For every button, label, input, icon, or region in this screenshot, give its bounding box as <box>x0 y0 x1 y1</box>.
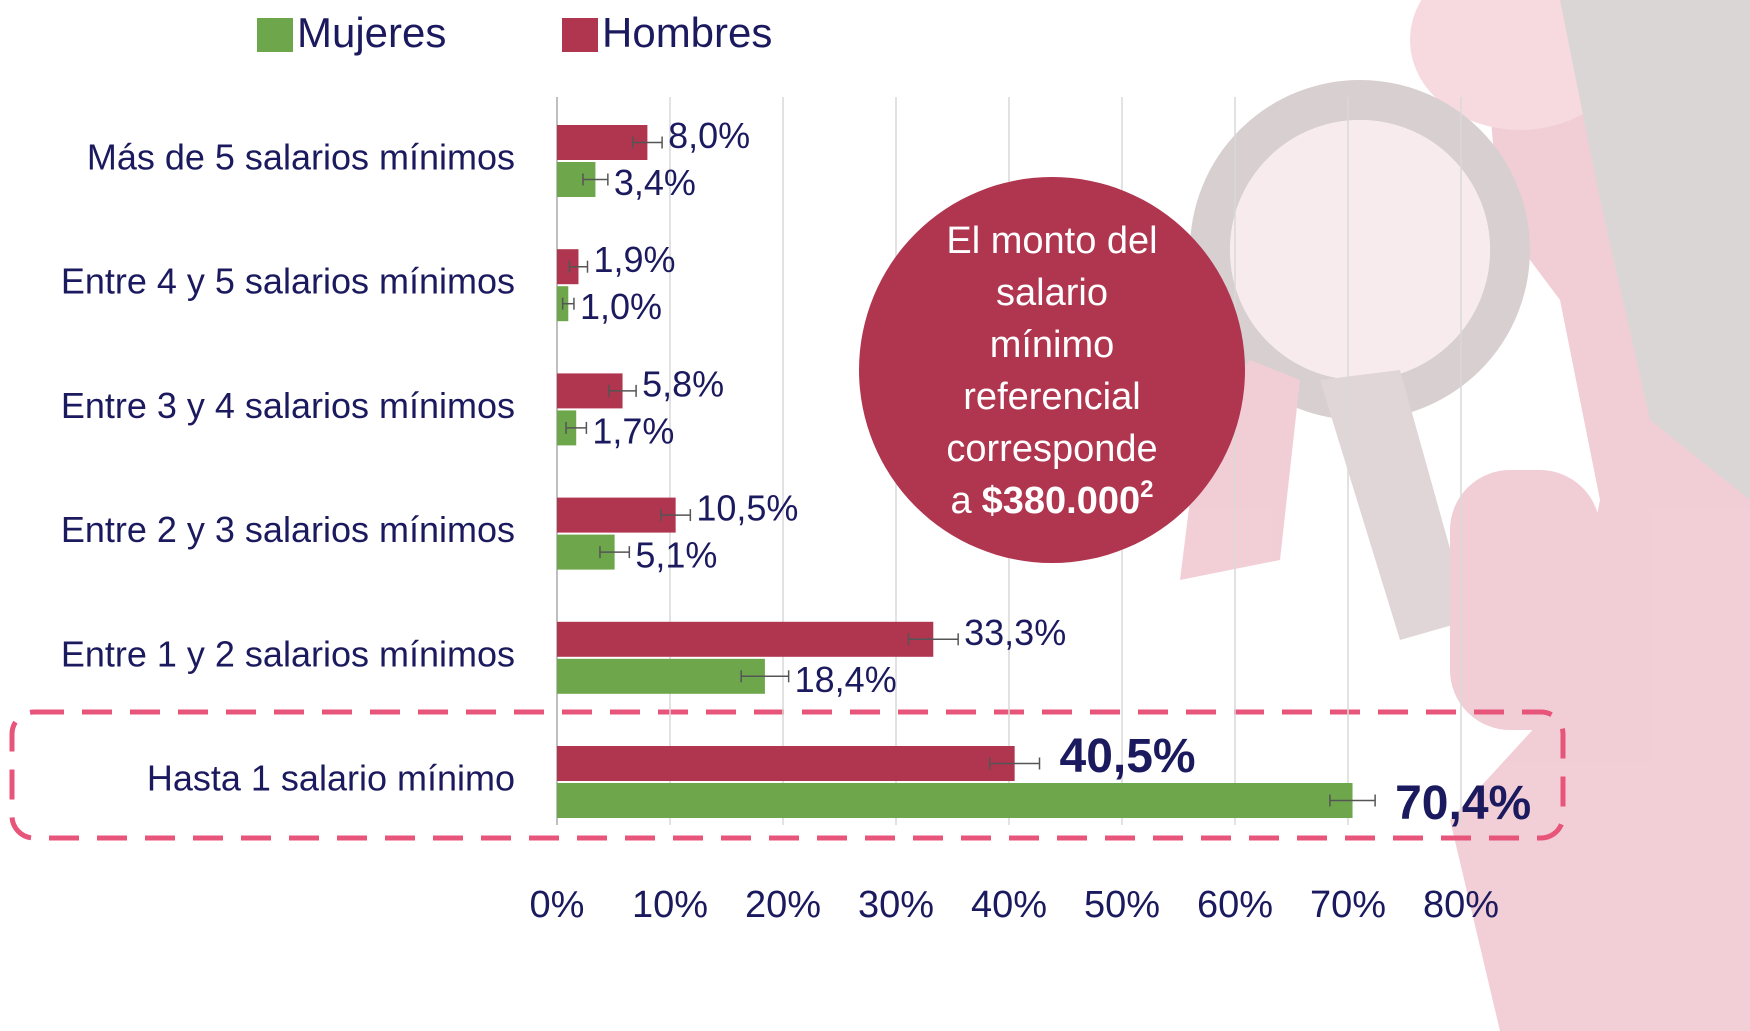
value-label: 33,3% <box>964 612 1066 653</box>
value-label: 1,7% <box>592 410 674 451</box>
annotation-line: El monto del <box>946 220 1157 262</box>
error-bar <box>582 173 609 186</box>
error-bar <box>740 670 790 683</box>
error-bar <box>660 509 692 522</box>
category-label: Entre 1 y 2 salarios mínimos <box>61 633 515 674</box>
x-tick-label: 0% <box>530 884 585 926</box>
bar <box>557 497 676 533</box>
x-tick-label: 60% <box>1197 884 1273 926</box>
value-label: 5,1% <box>635 535 717 576</box>
error-bar <box>608 384 637 397</box>
annotation-line: salario <box>996 272 1108 314</box>
annotation-amount: $380.000 <box>982 480 1141 522</box>
annotation-line: corresponde <box>946 428 1157 470</box>
error-bar <box>599 546 631 559</box>
value-label: 3,4% <box>614 162 696 203</box>
error-bar <box>631 136 663 149</box>
x-tick-label: 70% <box>1310 884 1386 926</box>
annotation-prefix: a <box>951 480 973 522</box>
value-label: 70,4% <box>1395 777 1531 830</box>
error-bar <box>561 297 575 310</box>
x-tick-label: 80% <box>1423 884 1499 926</box>
annotation-line: mínimo <box>990 324 1115 366</box>
annotation-line: referencial <box>963 376 1140 418</box>
value-label: 5,8% <box>642 363 724 404</box>
value-label: 10,5% <box>696 488 798 529</box>
value-label: 40,5% <box>1060 730 1196 783</box>
x-tick-label: 50% <box>1084 884 1160 926</box>
category-label: Entre 4 y 5 salarios mínimos <box>61 261 515 302</box>
legend-label: Mujeres <box>297 9 446 56</box>
x-tick-label: 10% <box>632 884 708 926</box>
category-label: Entre 3 y 4 salarios mínimos <box>61 385 515 426</box>
annotation-line: a $380.0002 <box>951 476 1154 522</box>
value-label: 8,0% <box>668 115 750 156</box>
annotation-superscript: 2 <box>1140 476 1153 503</box>
annotation-circle <box>859 177 1245 563</box>
category-label: Entre 2 y 3 salarios mínimos <box>61 509 515 550</box>
x-tick-label: 20% <box>745 884 821 926</box>
bar <box>557 783 1353 818</box>
legend-swatch <box>257 18 293 52</box>
error-bar <box>907 633 959 646</box>
bar <box>557 658 765 694</box>
legend-swatch <box>562 18 598 52</box>
bar <box>557 621 934 657</box>
error-bar <box>568 260 589 273</box>
value-label: 1,0% <box>580 286 662 327</box>
value-label: 18,4% <box>795 659 897 700</box>
category-label: Hasta 1 salario mínimo <box>147 758 515 799</box>
category-label: Más de 5 salarios mínimos <box>87 137 515 178</box>
legend-label: Hombres <box>602 9 772 56</box>
bar <box>557 746 1015 781</box>
error-bar <box>989 757 1041 770</box>
highlight-box <box>9 709 1566 841</box>
bar <box>557 249 579 285</box>
error-bar <box>1329 794 1376 807</box>
value-label: 1,9% <box>594 239 676 280</box>
annotation: El monto del salario mínimo referencial corr… <box>859 177 1245 563</box>
x-tick-label: 30% <box>858 884 934 926</box>
x-tick-label: 40% <box>971 884 1047 926</box>
plot-area: 0% 10% 20% 30% 40% 50% 60% 70% 80% Más de 5 salar… <box>61 97 1531 926</box>
error-bar <box>565 421 588 434</box>
background-illustration <box>1180 0 1750 1031</box>
